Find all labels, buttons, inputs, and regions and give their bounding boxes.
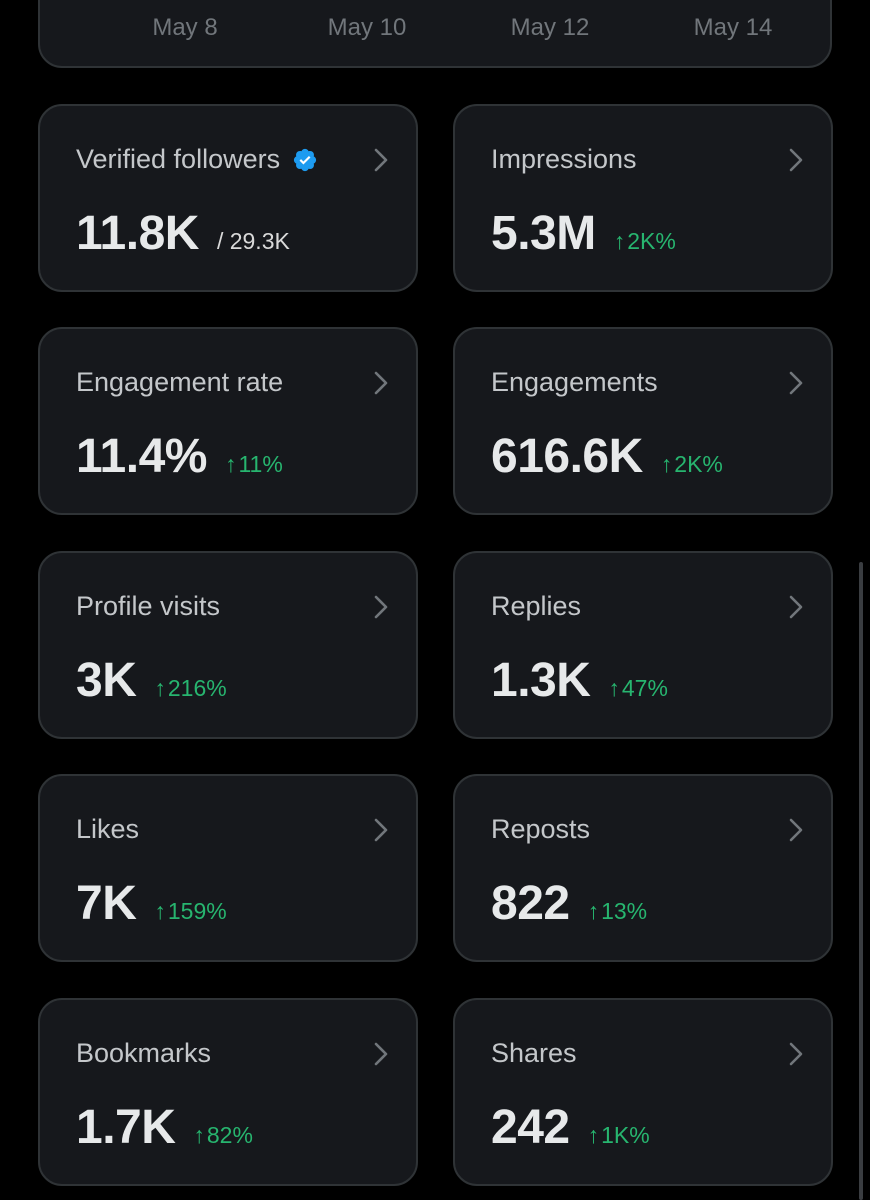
chevron-right-icon[interactable]: [368, 816, 394, 844]
metric-title-row: Shares: [491, 1038, 577, 1069]
verified-badge-icon: [294, 148, 317, 171]
metric-card-bookmarks[interactable]: Bookmarks 1.7K ↑ 82%: [38, 998, 418, 1186]
metric-value-row: 242 ↑ 1K%: [491, 1100, 650, 1155]
x-tick-label: May 12: [510, 14, 590, 41]
metric-value: 5.3M: [491, 207, 596, 260]
metric-delta-value: 82%: [206, 1122, 253, 1148]
up-arrow-icon: ↑: [154, 675, 166, 701]
metric-title: Likes: [76, 814, 140, 844]
metric-card-impressions[interactable]: Impressions 5.3M ↑ 2K%: [453, 104, 833, 292]
metric-delta: ↑ 1K%: [588, 1122, 650, 1149]
up-arrow-icon: ↑: [224, 451, 237, 477]
metric-title-row: Impressions: [491, 144, 637, 175]
metric-delta: ↑ 216%: [154, 675, 226, 702]
metric-title: Bookmarks: [76, 1038, 212, 1068]
chevron-right-icon[interactable]: [368, 369, 394, 397]
metric-title: Engagement rate: [76, 367, 284, 397]
metric-value: 616.6K: [491, 430, 643, 483]
up-arrow-icon: ↑: [587, 898, 600, 924]
metric-card-engagements[interactable]: Engagements 616.6K ↑ 2K%: [453, 327, 833, 515]
chevron-right-icon[interactable]: [783, 816, 809, 844]
metric-title: Impressions: [491, 144, 637, 174]
up-arrow-icon: ↑: [193, 1122, 205, 1148]
metric-title: Engagements: [491, 367, 658, 397]
metric-value: 1.3K: [491, 654, 591, 707]
metric-card-verified-followers[interactable]: Verified followers 11.8K / 29.3K: [38, 104, 418, 292]
metric-value: 11.4%: [76, 430, 207, 483]
metric-card-shares[interactable]: Shares 242 ↑ 1K%: [453, 998, 833, 1186]
metric-delta-value: 13%: [601, 898, 648, 924]
metric-title: Verified followers: [76, 144, 281, 174]
metric-delta-value: 1K%: [601, 1122, 650, 1148]
chevron-right-icon[interactable]: [783, 369, 809, 397]
up-arrow-icon: ↑: [154, 898, 166, 924]
metric-title: Profile visits: [76, 591, 221, 621]
chevron-right-icon[interactable]: [783, 146, 809, 174]
metric-card-reposts[interactable]: Reposts 822 ↑ 13%: [453, 774, 833, 962]
metric-title-row: Engagement rate: [76, 367, 283, 398]
metric-value: 1.7K: [76, 1101, 176, 1154]
chevron-right-icon[interactable]: [368, 593, 394, 621]
metric-delta-value: 159%: [167, 898, 227, 924]
metric-value-row: 1.3K ↑ 47%: [491, 653, 668, 708]
x-tick-label: May 14: [693, 14, 773, 41]
metric-value-row: 616.6K ↑ 2K%: [491, 429, 723, 484]
metric-delta-value: 216%: [167, 675, 227, 701]
metric-delta-value: 11%: [238, 451, 283, 477]
metric-card-engagement-rate[interactable]: Engagement rate 11.4% ↑ 11%: [38, 327, 418, 515]
metric-title-row: Profile visits: [76, 591, 220, 622]
metric-title: Reposts: [491, 814, 591, 844]
metric-value: 7K: [76, 877, 137, 930]
metric-value-row: 11.8K / 29.3K: [76, 206, 290, 261]
x-tick-label: May 10: [327, 14, 407, 41]
metric-title: Replies: [491, 591, 582, 621]
chart-card: [38, 0, 832, 68]
up-arrow-icon: ↑: [608, 675, 620, 701]
metric-title-row: Verified followers: [76, 144, 318, 175]
chevron-right-icon[interactable]: [783, 593, 809, 621]
scrollbar[interactable]: [859, 562, 863, 1200]
metric-value-row: 5.3M ↑ 2K%: [491, 206, 676, 261]
metric-delta: ↑ 47%: [608, 675, 668, 702]
metric-title-row: Replies: [491, 591, 581, 622]
metric-card-profile-visits[interactable]: Profile visits 3K ↑ 216%: [38, 551, 418, 739]
metric-title-row: Likes: [76, 814, 139, 845]
chevron-right-icon[interactable]: [368, 146, 394, 174]
metric-delta-value: 2K%: [674, 451, 723, 477]
metric-value-row: 7K ↑ 159%: [76, 876, 227, 931]
metric-delta: ↑ 13%: [588, 898, 648, 925]
chart-x-axis: May 8 May 10 May 12 May 14: [0, 0, 870, 60]
metric-card-likes[interactable]: Likes 7K ↑ 159%: [38, 774, 418, 962]
metric-title-row: Bookmarks: [76, 1038, 211, 1069]
metric-delta-value: 2K%: [627, 228, 676, 254]
up-arrow-icon: ↑: [587, 1122, 600, 1148]
metric-value-row: 3K ↑ 216%: [76, 653, 227, 708]
metric-delta: ↑ 2K%: [661, 451, 723, 478]
metric-value-row: 11.4% ↑ 11%: [76, 429, 283, 484]
metric-delta-value: 47%: [621, 675, 668, 701]
metric-delta: ↑ 82%: [193, 1122, 253, 1149]
metric-value: 3K: [76, 654, 137, 707]
metric-value: 822: [491, 877, 570, 930]
x-tick-label: May 8: [152, 14, 218, 41]
up-arrow-icon: ↑: [613, 228, 626, 254]
chevron-right-icon[interactable]: [368, 1040, 394, 1068]
metric-value: 242: [491, 1101, 570, 1154]
metric-total: / 29.3K: [216, 228, 290, 254]
metric-value-row: 1.7K ↑ 82%: [76, 1100, 253, 1155]
metric-title-row: Engagements: [491, 367, 658, 398]
metric-delta: ↑ 2K%: [614, 228, 676, 255]
metric-title-row: Reposts: [491, 814, 590, 845]
metric-card-replies[interactable]: Replies 1.3K ↑ 47%: [453, 551, 833, 739]
metric-delta: ↑ 159%: [154, 898, 226, 925]
chevron-right-icon[interactable]: [783, 1040, 809, 1068]
metric-delta: ↑ 11%: [225, 451, 283, 478]
metric-value-row: 822 ↑ 13%: [491, 876, 647, 931]
metric-value: 11.8K: [76, 207, 199, 260]
up-arrow-icon: ↑: [660, 451, 673, 477]
metric-title: Shares: [491, 1038, 577, 1068]
